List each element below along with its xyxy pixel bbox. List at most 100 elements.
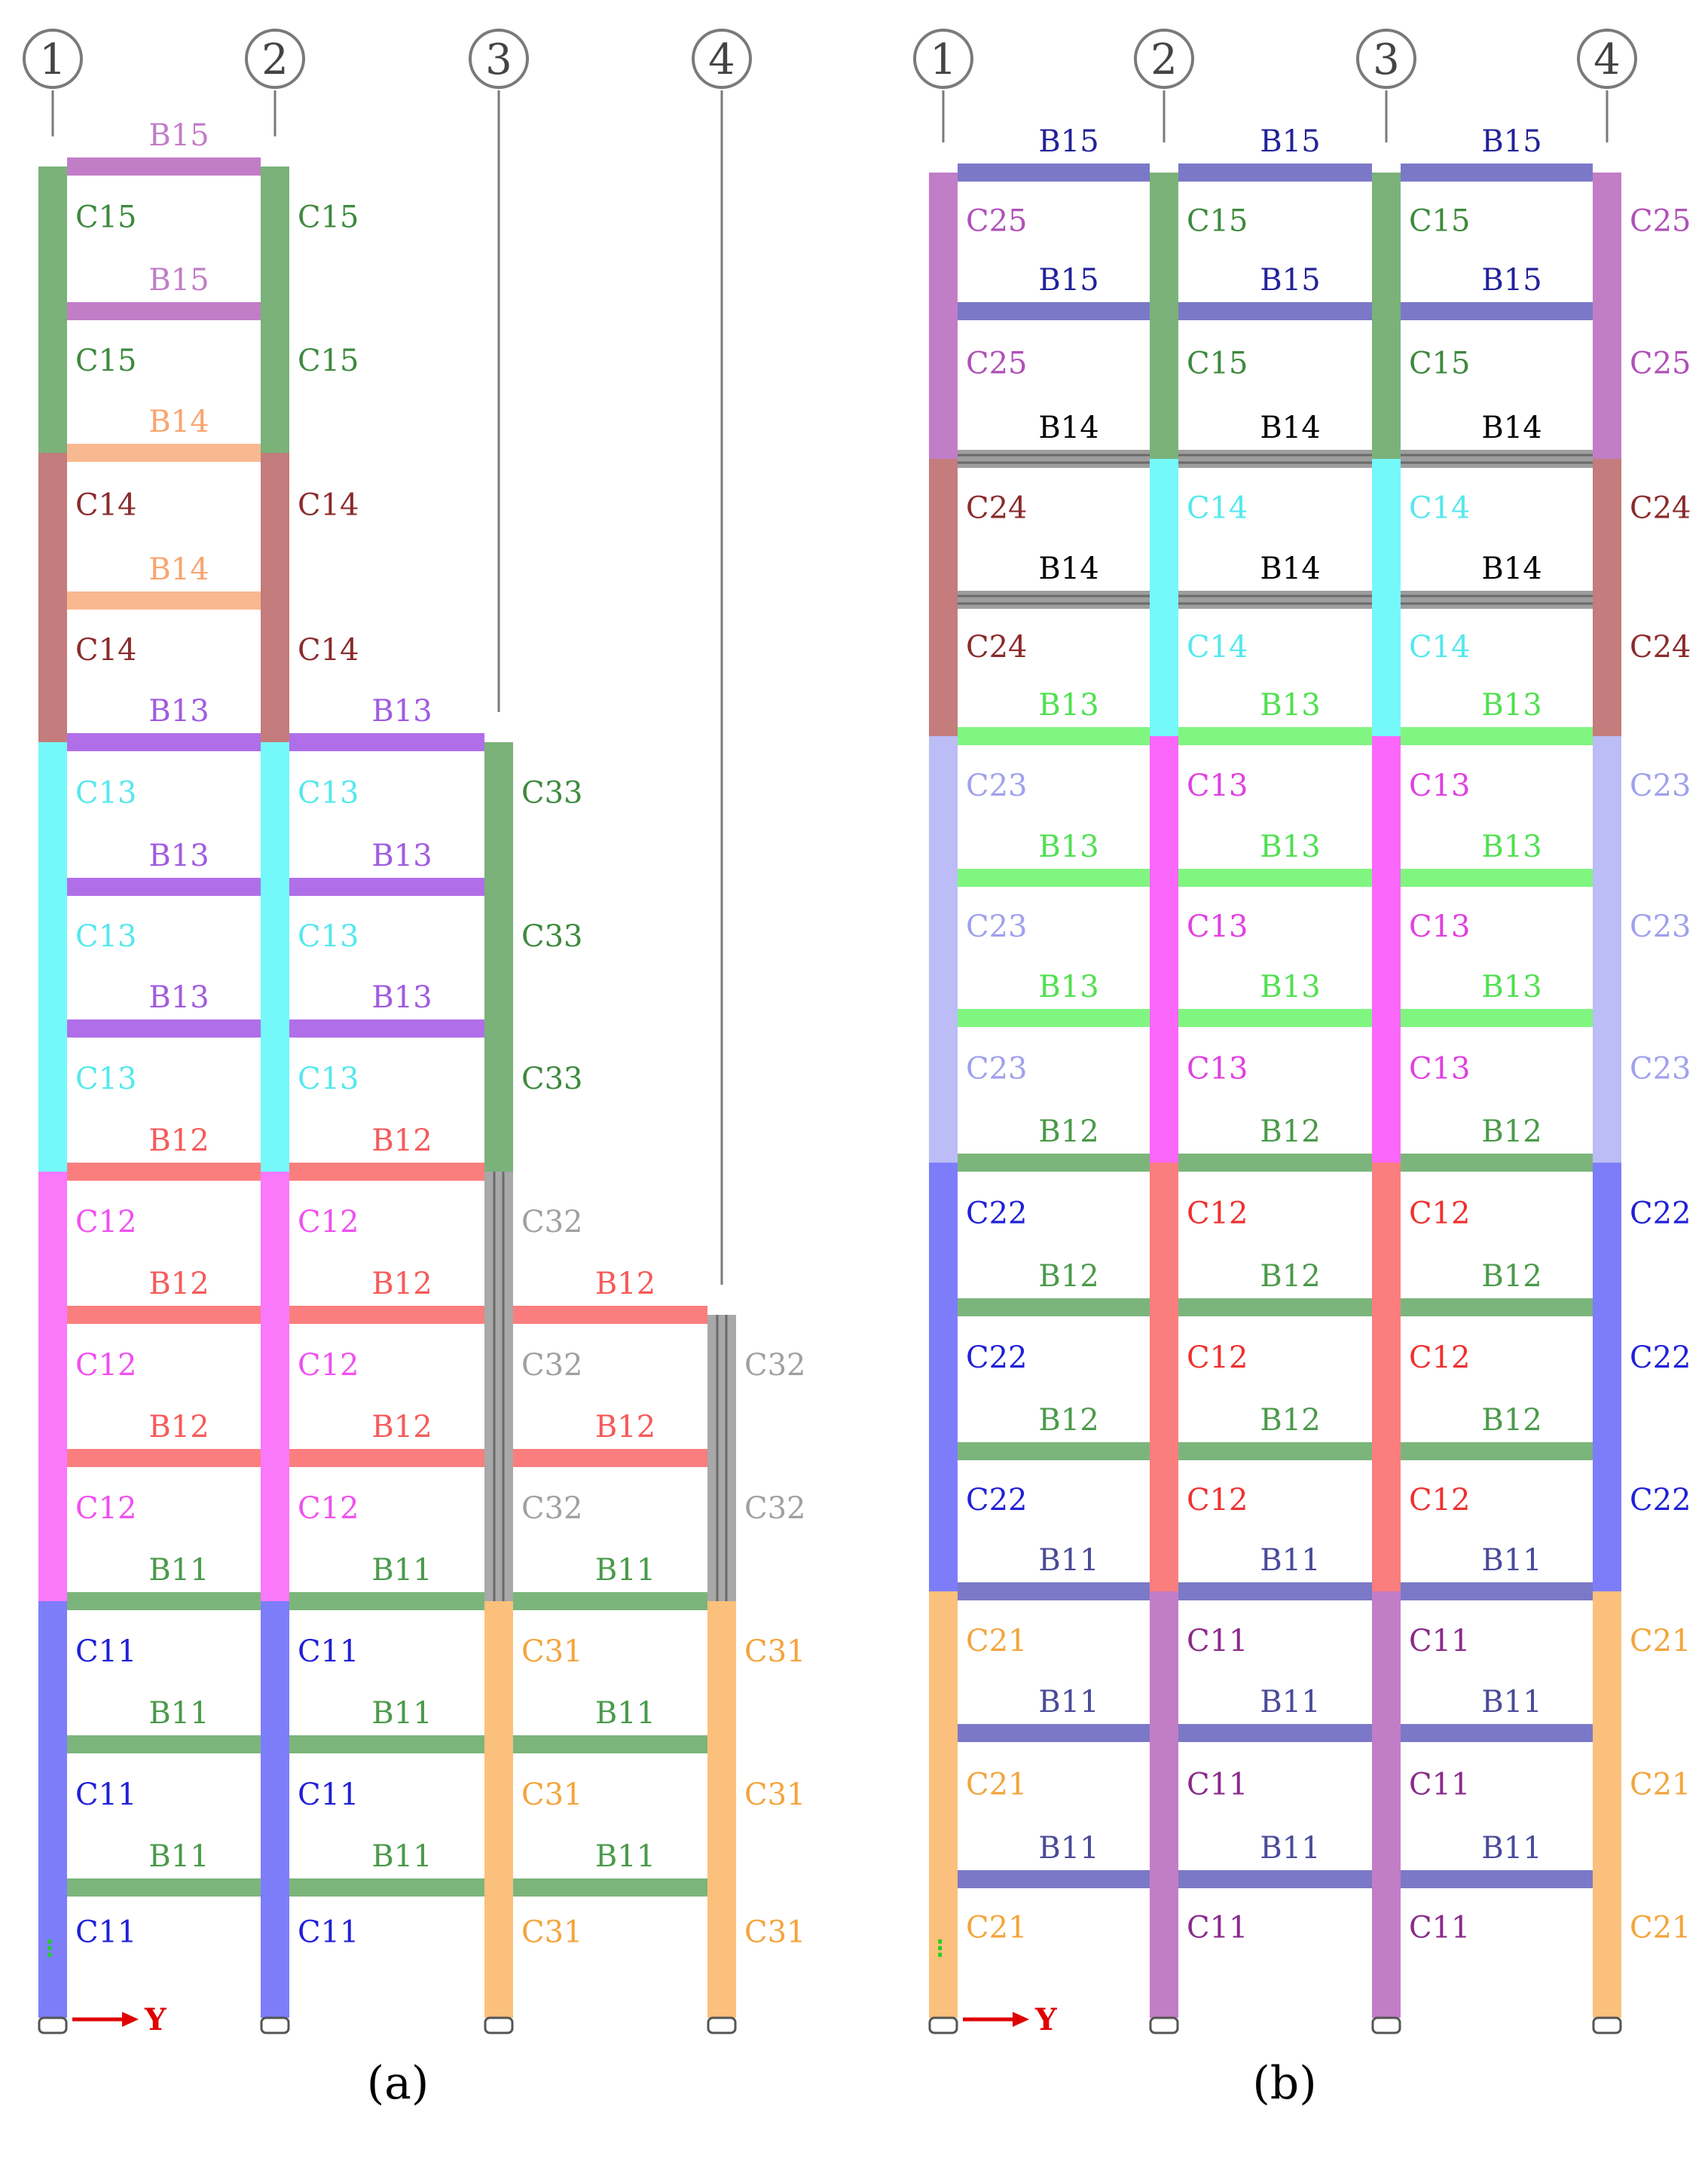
column-label-b: C24 (966, 630, 1028, 665)
beam-label-b: B12 (1481, 1403, 1541, 1438)
column-label-b: C13 (1187, 1052, 1248, 1087)
column-label-b: C13 (1187, 909, 1248, 944)
beam-a-b13 (289, 1019, 484, 1038)
column-b-c13 (1372, 1018, 1401, 1163)
column-a-c12 (38, 1315, 67, 1458)
column-a-c13 (38, 742, 67, 887)
beam-label-b: B13 (1481, 688, 1541, 723)
beam-b-b13 (1178, 727, 1372, 745)
column-b-c21 (929, 1879, 958, 2018)
beam-label-b: B12 (1260, 1114, 1320, 1149)
beam-label-b: B11 (1481, 1685, 1541, 1719)
column-a-c31 (707, 1887, 736, 2018)
beam-b-b11 (958, 1870, 1150, 1888)
beam-label-a: B12 (148, 1267, 209, 1301)
beam-a-b12 (67, 1306, 261, 1324)
column-label-b: C12 (1187, 1483, 1248, 1518)
beam-b-b13 (1178, 1009, 1372, 1027)
beam-b-b14 (958, 591, 1150, 609)
beam-label-a: B11 (148, 1839, 209, 1874)
column-label-a: C32 (521, 1348, 583, 1383)
beam-b-b12 (958, 1442, 1150, 1460)
beam-label-b: B14 (1260, 411, 1320, 445)
column-a-c13 (261, 887, 289, 1029)
column-b-c13 (1150, 1018, 1178, 1163)
column-label-b: C22 (1630, 1483, 1691, 1518)
column-label-a: C12 (298, 1348, 359, 1383)
column-a-c32 (484, 1315, 513, 1458)
column-label-a: C32 (521, 1491, 583, 1526)
column-label-a: C15 (298, 344, 359, 378)
column-a-c12 (261, 1172, 289, 1315)
base-support-icon (1371, 2016, 1401, 2034)
column-a-c11 (261, 1887, 289, 2018)
beam-b-b15 (958, 302, 1150, 320)
column-label-b: C21 (966, 1624, 1028, 1658)
column-label-a: C13 (75, 776, 137, 811)
beam-b-b11 (1401, 1870, 1593, 1888)
beam-label-b: B12 (1038, 1403, 1098, 1438)
beam-a-b13 (67, 878, 261, 896)
column-a-c31 (484, 1887, 513, 2018)
column-label-a: C13 (75, 919, 137, 954)
column-label-a: C11 (75, 1777, 137, 1812)
beam-label-b: B14 (1481, 411, 1541, 445)
grid-label-b-4: 4 (1593, 35, 1621, 84)
beam-label-b: B11 (1038, 1831, 1098, 1866)
grid-bubble-b-3 (1356, 29, 1416, 89)
column-b-c24 (1593, 459, 1621, 600)
column-b-c15 (1372, 311, 1401, 459)
beam-label-b: B15 (1260, 124, 1320, 159)
beam-label-b: B13 (1260, 688, 1320, 723)
column-label-a: C31 (521, 1915, 583, 1950)
beam-label-b: B13 (1260, 970, 1320, 1004)
grid-label-a-3: 3 (485, 35, 512, 84)
column-label-a: C33 (521, 919, 583, 954)
column-a-c13 (261, 742, 289, 887)
beam-label-b: B14 (1038, 411, 1098, 445)
column-b-c12 (1150, 1163, 1178, 1307)
beam-a-b12 (289, 1306, 484, 1324)
column-label-a: C32 (744, 1491, 806, 1526)
column-b-c23 (929, 736, 958, 878)
column-b-c13 (1372, 878, 1401, 1018)
column-a-c14 (261, 601, 289, 742)
beam-a-b11 (289, 1735, 484, 1753)
beam-label-a: B12 (148, 1410, 209, 1444)
column-b-c22 (929, 1307, 958, 1451)
beam-label-b: B11 (1260, 1543, 1320, 1578)
column-a-c31 (484, 1601, 513, 1744)
column-label-b: C25 (1630, 203, 1691, 238)
column-label-b: C12 (1409, 1197, 1471, 1231)
beam-b-b14 (1178, 591, 1372, 609)
column-b-c23 (1593, 736, 1621, 878)
column-label-a: C13 (298, 1062, 359, 1096)
beam-label-b: B13 (1038, 830, 1098, 864)
column-b-c24 (929, 459, 958, 600)
beam-b-b13 (1401, 869, 1593, 887)
beam-b-b12 (958, 1298, 1150, 1316)
column-label-b: C12 (1187, 1340, 1248, 1375)
beam-label-a: B13 (148, 694, 209, 729)
column-b-c15 (1372, 173, 1401, 311)
column-b-c13 (1372, 736, 1401, 878)
column-b-c11 (1372, 1591, 1401, 1733)
beam-b-b13 (1178, 869, 1372, 887)
column-label-a: C31 (744, 1915, 806, 1950)
beam-label-b: B12 (1038, 1259, 1098, 1294)
beam-b-b11 (958, 1582, 1150, 1600)
column-b-c11 (1372, 1879, 1401, 2018)
column-label-b: C21 (1630, 1767, 1691, 1802)
column-label-b: C22 (966, 1340, 1028, 1375)
column-label-a: C31 (744, 1777, 806, 1812)
column-a-c11 (261, 1744, 289, 1887)
beam-a-b15 (67, 157, 261, 176)
column-b-c22 (929, 1451, 958, 1591)
beam-b-b15 (1178, 164, 1372, 182)
column-label-b: C23 (966, 1052, 1028, 1087)
column-b-c14 (1372, 459, 1401, 600)
beam-label-a: B14 (148, 405, 209, 439)
column-label-a: C14 (75, 488, 137, 522)
beam-label-b: B12 (1260, 1259, 1320, 1294)
